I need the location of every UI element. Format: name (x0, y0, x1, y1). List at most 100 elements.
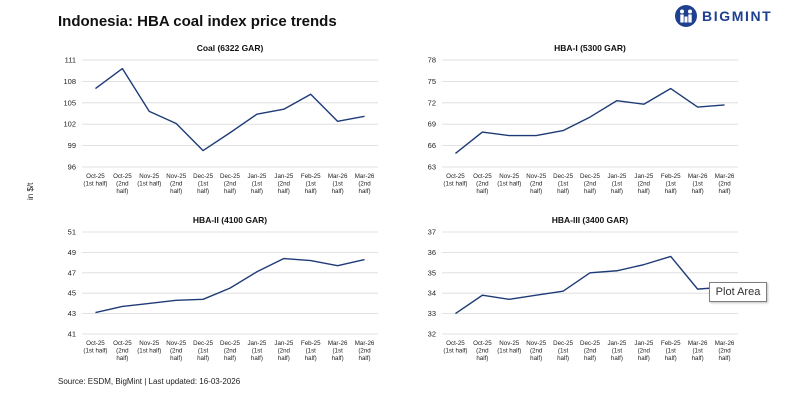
chart-svg: Coal (6322 GAR) 96 99 102 105 108 111 Oct-25 (1s… (63, 43, 378, 195)
chart-title: HBA-III (3400 GAR) (552, 215, 629, 225)
x-tick-label: Dec-25 (1st half) (553, 173, 574, 195)
y-tick-label: 99 (68, 141, 76, 150)
chart-svg: HBA-II (4100 GAR) 41 43 45 47 49 51 Oct-25 (1st … (68, 215, 378, 362)
x-tick-label: Oct-25 (2nd half) (113, 173, 132, 195)
plot-area-tooltip: Plot Area (709, 282, 767, 302)
y-tick-label: 32 (428, 330, 436, 339)
data-point (229, 132, 231, 134)
chart-title: Coal (6322 GAR) (197, 43, 264, 53)
data-point (175, 299, 177, 301)
data-point (148, 110, 150, 112)
x-tick-label: Jan-25 (2nd half) (634, 340, 653, 362)
y-tick-label: 33 (428, 309, 436, 318)
data-point (121, 67, 123, 69)
bigmint-logo: BIGMINT (674, 4, 794, 28)
y-tick-label: 102 (63, 120, 76, 129)
y-tick-label: 78 (428, 56, 436, 65)
x-tick-label: Feb-25 (1st half) (661, 340, 681, 362)
y-tick-label: 43 (68, 309, 76, 318)
data-point (616, 99, 618, 101)
data-point (481, 131, 483, 133)
data-point (535, 294, 537, 296)
page-title: Indonesia: HBA coal index price trends (58, 13, 337, 30)
data-point (202, 298, 204, 300)
y-tick-label: 108 (63, 77, 76, 86)
x-tick-label: Dec-25 (2nd half) (580, 340, 601, 362)
x-tick-label: Mar-26 (2nd half) (355, 173, 375, 195)
series-line (455, 255, 725, 315)
y-tick-label: 111 (65, 56, 76, 65)
x-tick-label: Dec-25 (2nd half) (220, 340, 241, 362)
series-line (455, 87, 725, 154)
x-tick-label: Feb-25 (1st half) (661, 173, 681, 195)
x-tick-label: Mar-26 (1st half) (328, 173, 348, 195)
logo-text: BIGMINT (702, 8, 773, 24)
data-point (283, 108, 285, 110)
y-tick-label: 49 (68, 248, 76, 257)
x-tick-label: Mar-26 (1st half) (688, 173, 708, 195)
x-tick-label: Oct-25 (1st half) (83, 173, 107, 188)
x-tick-label: Dec-25 (1st half) (193, 173, 214, 195)
data-point (589, 272, 591, 274)
x-tick-label: Oct-25 (2nd half) (473, 173, 492, 195)
y-tick-label: 63 (428, 163, 436, 172)
y-tick-label: 36 (428, 248, 436, 257)
x-tick-label: Oct-25 (1st half) (443, 173, 467, 188)
chart-title: HBA-II (4100 GAR) (193, 215, 267, 225)
x-tick-label: Feb-25 (1st half) (301, 340, 321, 362)
y-tick-label: 69 (428, 120, 436, 129)
data-point (94, 311, 96, 313)
x-tick-label: Dec-25 (1st half) (553, 340, 574, 362)
x-tick-label: Jan-25 (1st half) (247, 340, 266, 362)
data-point (202, 149, 204, 151)
y-axis-label: in $/t (26, 182, 35, 200)
data-point (454, 152, 456, 154)
x-tick-label: Nov-25 (2nd half) (166, 340, 187, 362)
data-point (121, 305, 123, 307)
data-point (696, 288, 698, 290)
data-point (310, 259, 312, 261)
data-point (670, 255, 672, 257)
y-tick-label: 72 (428, 98, 436, 107)
y-tick-label: 35 (428, 268, 436, 277)
data-point (508, 298, 510, 300)
data-point (481, 294, 483, 296)
data-point (256, 113, 258, 115)
x-tick-label: Jan-25 (1st half) (247, 173, 266, 195)
data-point (535, 134, 537, 136)
x-tick-label: Dec-25 (2nd half) (220, 173, 241, 195)
y-tick-label: 75 (428, 77, 436, 86)
y-tick-label: 37 (428, 228, 436, 237)
x-tick-label: Jan-25 (2nd half) (274, 340, 293, 362)
series-line (95, 67, 365, 152)
data-point (562, 290, 564, 292)
source-note: Source: ESDM, BigMint | Last updated: 16… (58, 377, 241, 386)
data-point (643, 263, 645, 265)
x-tick-label: Nov-25 (2nd half) (166, 173, 187, 195)
series-line (95, 257, 365, 314)
x-tick-label: Feb-25 (1st half) (301, 173, 321, 195)
x-tick-label: Jan-25 (1st half) (607, 340, 626, 362)
x-tick-label: Oct-25 (2nd half) (473, 340, 492, 362)
y-tick-label: 45 (68, 289, 76, 298)
data-point (363, 258, 365, 260)
x-tick-label: Mar-26 (2nd half) (715, 340, 735, 362)
data-point (723, 104, 725, 106)
x-tick-label: Mar-26 (1st half) (688, 340, 708, 362)
x-tick-label: Jan-25 (2nd half) (274, 173, 293, 195)
chart-hba-iii: HBA-III (3400 GAR) 32 33 34 35 36 37 Oct-25 (1st… (410, 212, 750, 372)
data-point (562, 129, 564, 131)
y-tick-label: 41 (68, 330, 76, 339)
y-tick-label: 105 (63, 98, 76, 107)
data-point (508, 134, 510, 136)
chart-title: HBA-I (5300 GAR) (554, 43, 626, 53)
y-tick-label: 96 (68, 163, 76, 172)
data-point (229, 287, 231, 289)
data-point (616, 270, 618, 272)
data-point (148, 302, 150, 304)
x-tick-label: Dec-25 (2nd half) (580, 173, 601, 195)
data-point (643, 103, 645, 105)
data-point (363, 115, 365, 117)
x-tick-label: Nov-25 (1st half) (497, 173, 521, 188)
chart-hba-i: HBA-I (5300 GAR) 63 66 69 72 75 78 Oct-25 (1st h… (410, 40, 750, 205)
